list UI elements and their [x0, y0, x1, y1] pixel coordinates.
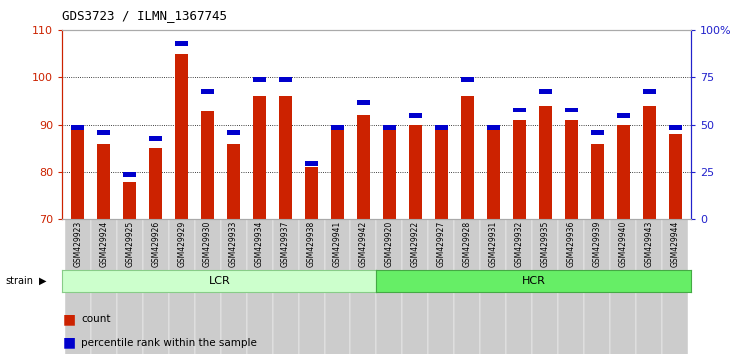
Bar — [409, 125, 422, 219]
Bar — [487, 125, 500, 130]
Bar — [149, 136, 162, 141]
Bar — [357, 115, 370, 219]
Bar — [201, 89, 214, 93]
Bar — [97, 144, 110, 219]
Bar — [487, 130, 500, 219]
Bar — [124, 182, 136, 219]
Bar — [539, 106, 552, 219]
Bar — [591, 131, 604, 135]
Bar — [331, 125, 344, 130]
Bar — [480, 219, 507, 354]
Text: HCR: HCR — [522, 276, 545, 286]
Bar — [610, 219, 636, 354]
Bar — [403, 219, 428, 354]
Bar — [617, 125, 629, 219]
Bar — [461, 96, 474, 219]
Bar — [91, 219, 117, 354]
Bar — [71, 130, 84, 219]
Text: ■: ■ — [63, 312, 76, 326]
Bar — [227, 131, 240, 135]
Bar — [435, 130, 448, 219]
Bar — [455, 219, 480, 354]
Bar — [643, 106, 656, 219]
Bar — [201, 110, 214, 219]
Bar — [565, 120, 577, 219]
Bar — [117, 219, 143, 354]
Bar — [71, 125, 84, 130]
Bar — [305, 167, 318, 219]
Bar — [383, 125, 396, 130]
Bar — [325, 219, 350, 354]
Bar — [513, 120, 526, 219]
Bar — [662, 219, 688, 354]
Bar — [409, 113, 422, 118]
Bar — [227, 144, 240, 219]
Bar — [194, 219, 221, 354]
Text: GDS3723 / ILMN_1367745: GDS3723 / ILMN_1367745 — [62, 9, 227, 22]
Bar — [435, 125, 448, 130]
Bar — [169, 219, 194, 354]
Bar — [253, 96, 266, 219]
Bar — [97, 131, 110, 135]
Text: ■: ■ — [63, 336, 76, 350]
Bar — [383, 130, 396, 219]
Bar — [175, 54, 188, 219]
Bar — [428, 219, 455, 354]
Bar — [357, 100, 370, 105]
Bar — [669, 134, 682, 219]
Text: LCR: LCR — [208, 276, 230, 286]
Bar — [279, 96, 292, 219]
Bar — [149, 148, 162, 219]
Bar — [669, 125, 682, 130]
Bar — [539, 89, 552, 93]
Bar — [221, 219, 246, 354]
Bar — [175, 41, 188, 46]
Bar — [331, 130, 344, 219]
Bar — [643, 89, 656, 93]
Bar — [461, 78, 474, 82]
Bar — [143, 219, 169, 354]
Bar — [591, 144, 604, 219]
Bar — [636, 219, 662, 354]
Bar — [532, 219, 558, 354]
Bar — [507, 219, 532, 354]
Text: percentile rank within the sample: percentile rank within the sample — [81, 338, 257, 348]
Bar — [617, 113, 629, 118]
Bar — [305, 161, 318, 166]
Bar — [246, 219, 273, 354]
Bar — [376, 219, 403, 354]
Text: count: count — [81, 314, 110, 324]
Bar — [298, 219, 325, 354]
Bar — [65, 219, 91, 354]
Bar — [253, 78, 266, 82]
Bar — [558, 219, 584, 354]
Text: ▶: ▶ — [39, 276, 46, 286]
Bar — [565, 108, 577, 113]
Bar — [124, 172, 136, 177]
Bar — [513, 108, 526, 113]
Bar — [279, 78, 292, 82]
Text: strain: strain — [5, 276, 33, 286]
Bar — [584, 219, 610, 354]
Bar — [273, 219, 298, 354]
Bar — [350, 219, 376, 354]
